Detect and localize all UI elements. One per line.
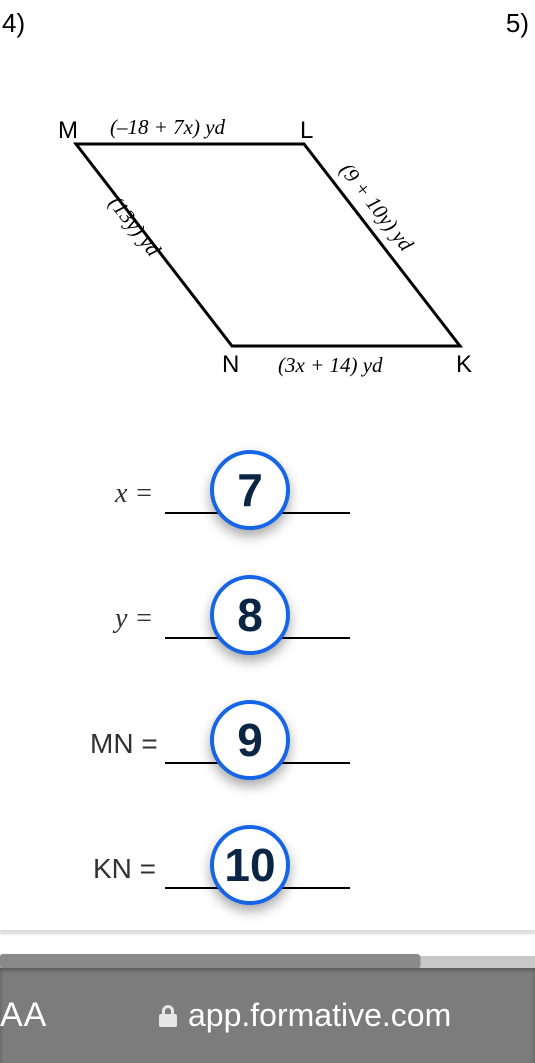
answer-row-kn: KN = 10 [0, 815, 535, 940]
label-kn: KN = [93, 853, 156, 885]
url-text: app.formative.com [188, 997, 451, 1034]
answer-bubble-7[interactable]: 7 [210, 450, 290, 530]
answer-row-y: y = 8 [0, 565, 535, 690]
bubble-value: 8 [237, 588, 263, 642]
vertex-L: L [300, 117, 313, 144]
label-mn: MN = [90, 728, 158, 760]
text-size-button[interactable]: AA [0, 996, 47, 1035]
page: { "question_left": "4)", "question_right… [0, 0, 535, 1063]
horizontal-scrollbar[interactable] [0, 956, 535, 968]
answer-bubble-8[interactable]: 8 [210, 575, 290, 655]
lock-icon [158, 1004, 178, 1028]
question-number-5: 5) [506, 8, 529, 39]
answers-block: x = 7 y = 8 MN = 9 KN = 10 [0, 440, 535, 940]
vertex-N: N [222, 351, 239, 378]
answer-row-x: x = 7 [0, 440, 535, 565]
label-y: y = [115, 603, 153, 635]
bubble-value: 7 [237, 463, 263, 517]
edge-label-MN: (13y) yd [104, 191, 166, 261]
content-divider [0, 930, 535, 932]
question-number-4: 4) [2, 8, 25, 39]
browser-url-bar: AA app.formative.com [0, 968, 535, 1063]
answer-bubble-9[interactable]: 9 [210, 700, 290, 780]
parallelogram-diagram: M L K N (–18 + 7x) yd (3x + 14) yd (9 + … [40, 110, 480, 390]
edge-label-LK: (9 + 10y) yd [335, 158, 419, 256]
vertex-M: M [58, 117, 78, 144]
scrollbar-thumb[interactable] [0, 954, 420, 968]
url-wrap[interactable]: app.formative.com [158, 997, 451, 1034]
answer-bubble-10[interactable]: 10 [210, 825, 290, 905]
bubble-value: 9 [237, 713, 263, 767]
bubble-value: 10 [224, 838, 275, 892]
edge-label-ML: (–18 + 7x) yd [110, 115, 226, 139]
edge-label-NK: (3x + 14) yd [278, 353, 383, 377]
vertex-K: K [456, 351, 472, 378]
label-x: x = [115, 478, 153, 510]
answer-row-mn: MN = 9 [0, 690, 535, 815]
